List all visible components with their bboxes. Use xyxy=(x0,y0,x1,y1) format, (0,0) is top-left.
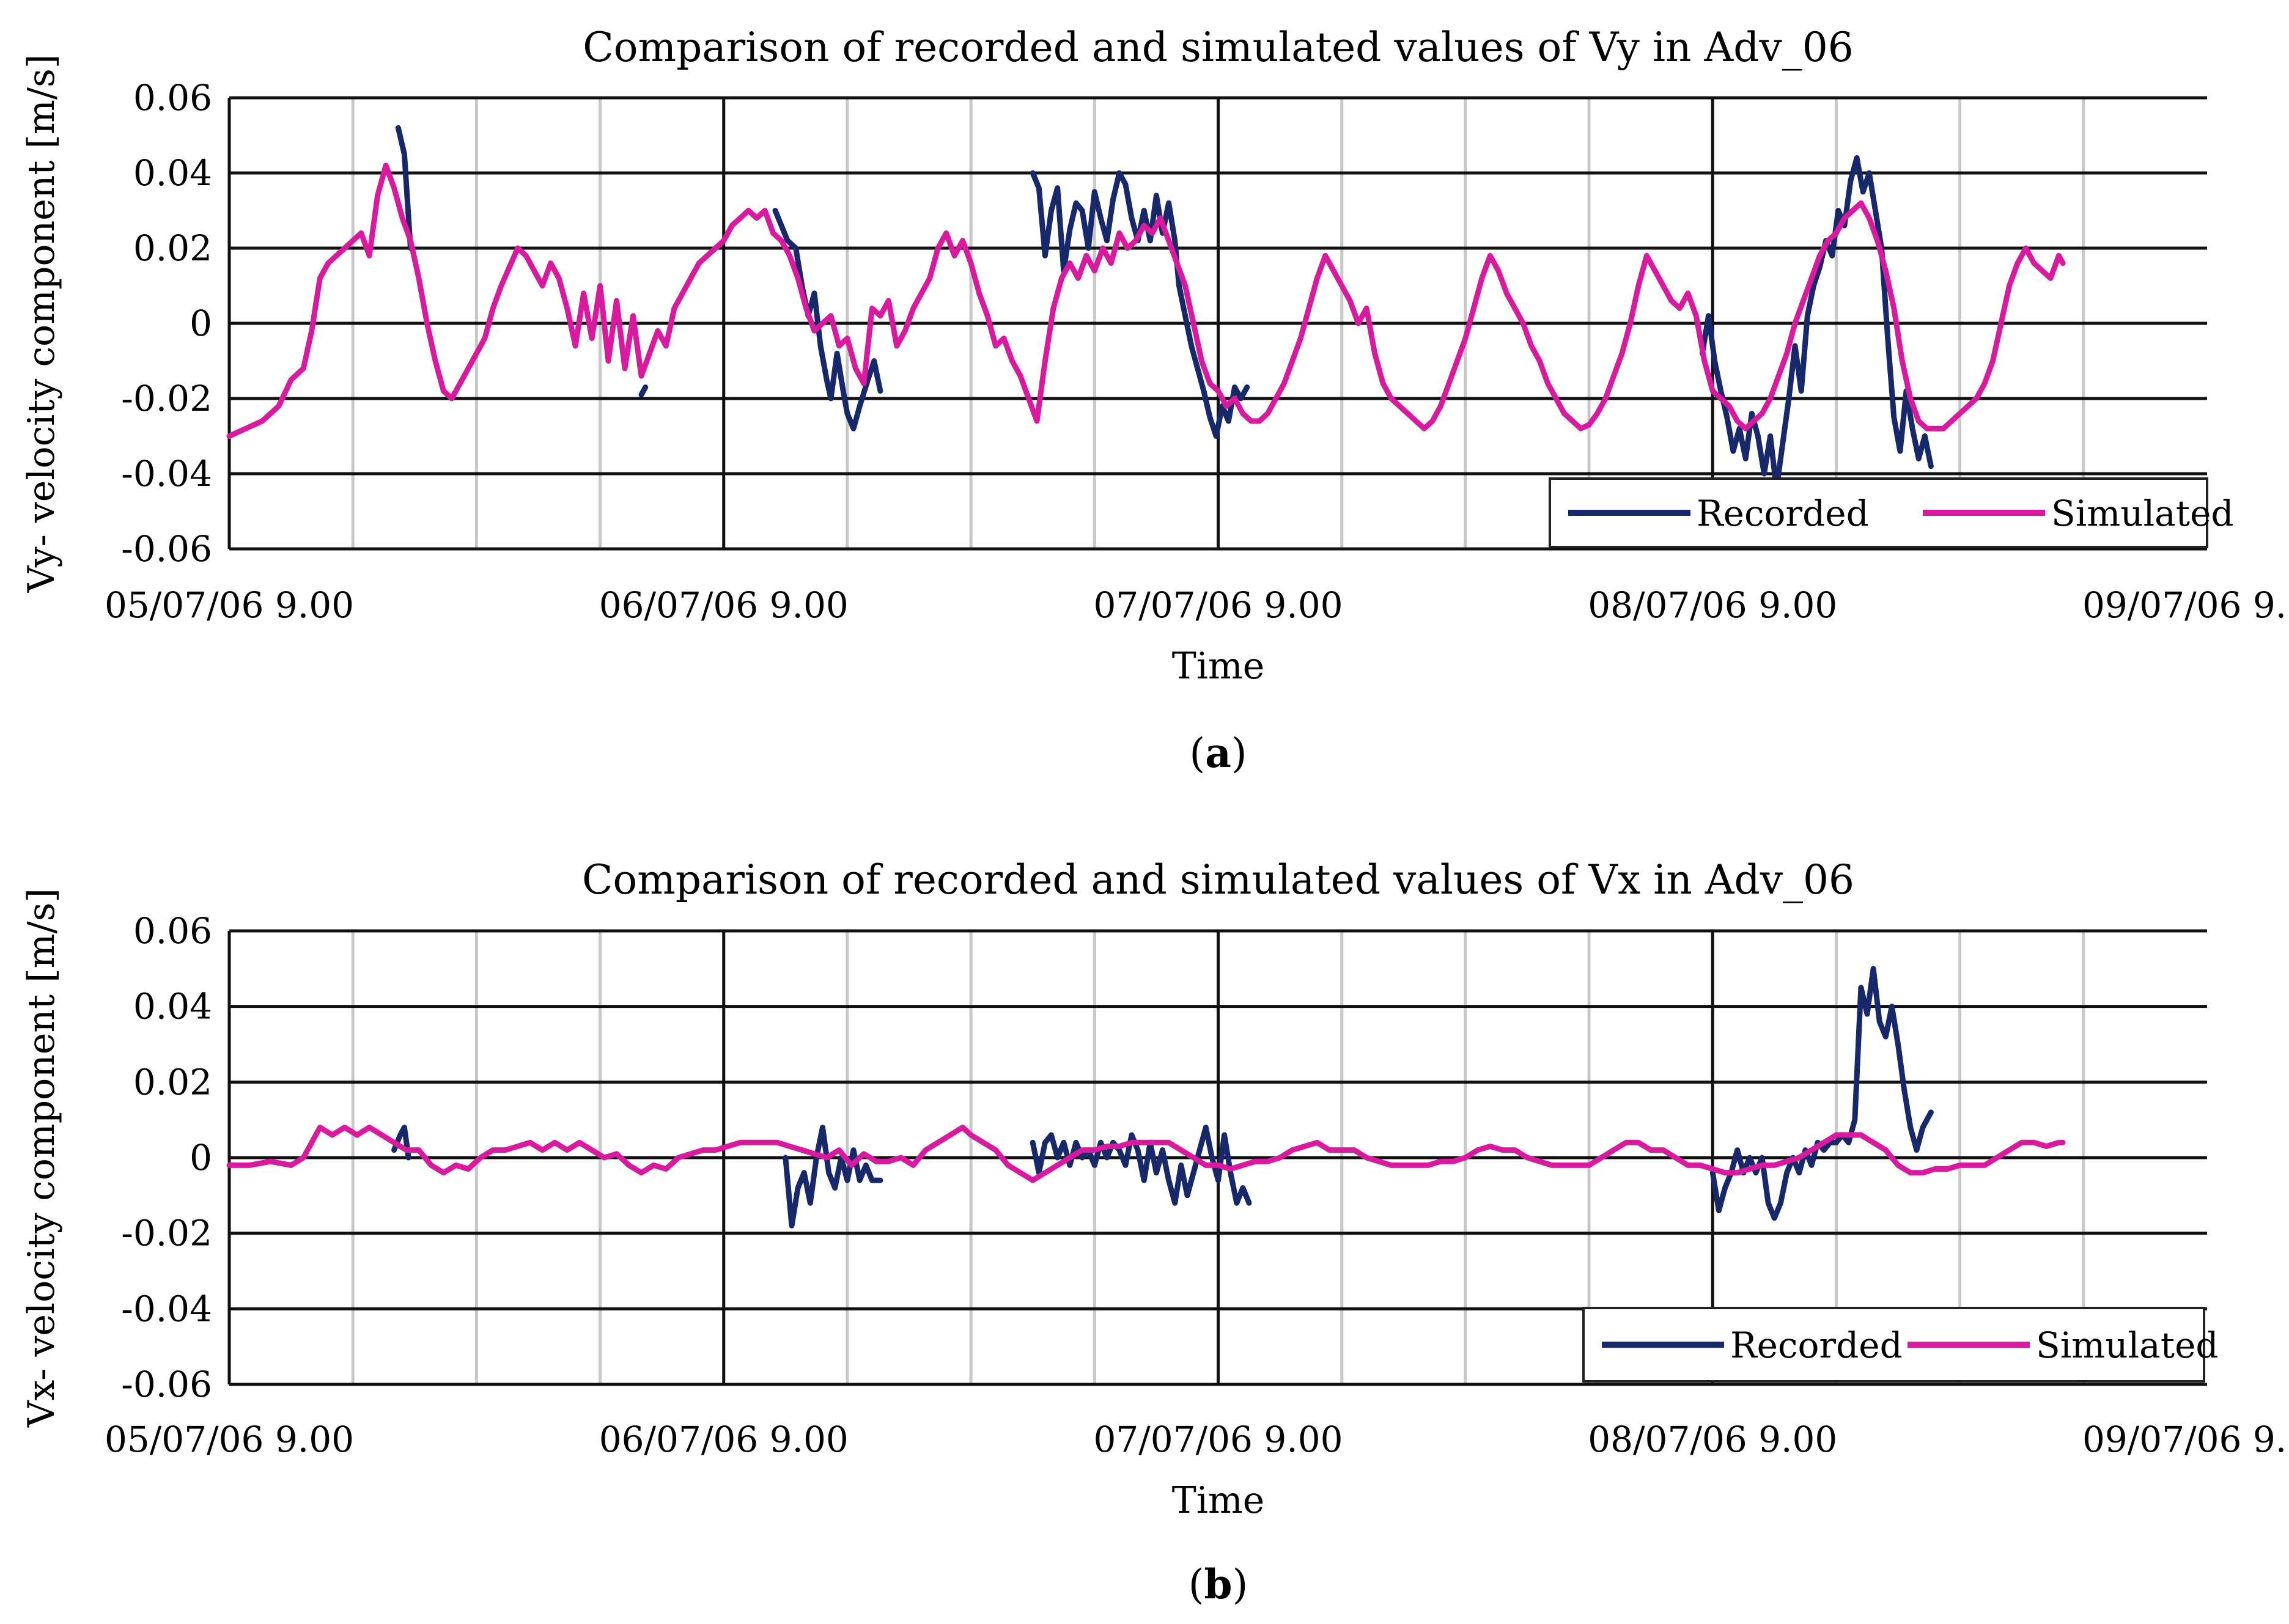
caption-letter: b xyxy=(1204,1560,1232,1608)
y-tick-label: -0.02 xyxy=(121,1213,212,1254)
legend-label-simulated: Simulated xyxy=(2051,493,2234,534)
y-tick-label: 0.04 xyxy=(133,986,212,1027)
y-tick-label: 0 xyxy=(190,1137,212,1178)
y-tick-label: -0.06 xyxy=(121,1364,212,1405)
x-tick-label: 07/07/06 9.00 xyxy=(1093,584,1343,626)
x-tick-label: 08/07/06 9.00 xyxy=(1588,1419,1837,1460)
caption-paren-open: ( xyxy=(1189,1561,1204,1608)
x-tick-label: 06/07/06 9.00 xyxy=(599,1419,849,1460)
x-axis-label: Time xyxy=(1172,1479,1265,1522)
panel-caption: (b) xyxy=(1189,1560,1248,1608)
series-line-simulated xyxy=(226,1125,2066,1183)
x-tick-label: 05/07/06 9.00 xyxy=(105,1419,354,1460)
x-tick-label: 09/07/06 9.00 xyxy=(2082,1419,2289,1460)
caption-paren-open: ( xyxy=(1189,730,1205,777)
x-tick-label: 05/07/06 9.00 xyxy=(105,584,354,626)
y-tick-label: -0.04 xyxy=(121,453,212,494)
series-line-recorded xyxy=(638,384,649,398)
legend-label-recorded: Recorded xyxy=(1730,1325,1903,1366)
series-line-recorded xyxy=(783,1125,883,1229)
chart-panel-a: 0.06 0.04 0.02 0 -0.02 -0.04 -0.06 05/07/06 9.0… xyxy=(20,24,2289,777)
caption-paren-close: ) xyxy=(1231,730,1247,777)
y-tick-label: 0.02 xyxy=(133,227,212,269)
y-tick-label: 0.06 xyxy=(133,77,212,119)
series-line-recorded xyxy=(772,208,883,432)
series-line-simulated xyxy=(226,163,2066,439)
y-tick-label: 0.02 xyxy=(133,1061,212,1103)
x-tick-label: 06/07/06 9.00 xyxy=(599,584,849,626)
series-line-recorded xyxy=(1699,155,1934,492)
legend: Recorded Simulated xyxy=(1582,1307,2219,1383)
y-tick-label: 0.04 xyxy=(133,152,212,194)
chart-title: Comparison of recorded and simulated val… xyxy=(582,856,1854,903)
y-tick-label: 0.06 xyxy=(133,910,212,952)
x-tick-label: 09/07/06 9.00 xyxy=(2082,584,2289,626)
panel-caption: (a) xyxy=(1189,729,1247,777)
chart-title: Comparison of recorded and simulated val… xyxy=(583,24,1853,71)
x-tick-label: 08/07/06 9.00 xyxy=(1588,584,1837,626)
legend-label-recorded: Recorded xyxy=(1697,493,1869,534)
y-tick-label: -0.02 xyxy=(121,378,212,419)
x-axis-label: Time xyxy=(1172,645,1265,688)
y-tick-label: -0.04 xyxy=(121,1288,212,1329)
y-axis-label: Vx- velocity component [m/s] xyxy=(20,888,63,1428)
caption-paren-close: ) xyxy=(1233,1561,1248,1608)
caption-letter: a xyxy=(1205,729,1231,777)
y-axis-label: Vy- velocity component [m/s] xyxy=(20,54,63,593)
y-tick-label: 0 xyxy=(190,303,212,344)
chart-panel-b: 0.06 0.04 0.02 0 -0.02 -0.04 -0.06 05/07/06 9.0… xyxy=(20,856,2289,1608)
series-line-recorded xyxy=(395,125,413,251)
x-tick-label: 07/07/06 9.00 xyxy=(1093,1419,1343,1460)
legend-label-simulated: Simulated xyxy=(2036,1325,2219,1366)
legend: Recorded Simulated xyxy=(1549,477,2234,548)
y-tick-label: -0.06 xyxy=(121,528,212,570)
